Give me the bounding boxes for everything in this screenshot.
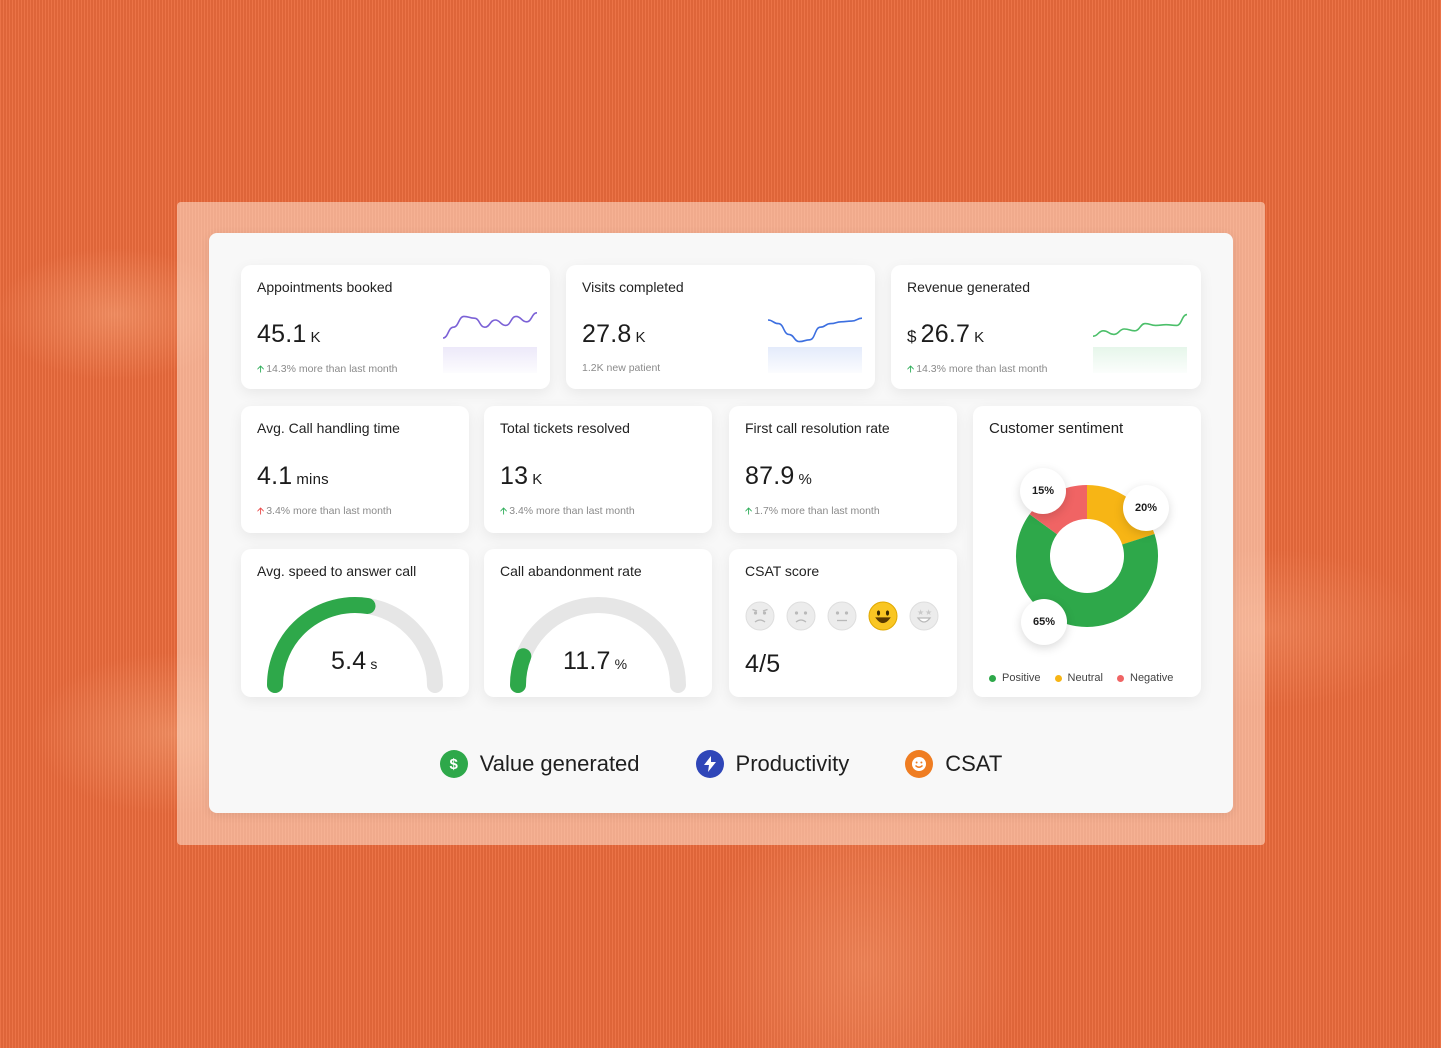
metric-delta: 🡩 3.4% more than last month: [500, 505, 635, 517]
card-title: Avg. speed to answer call: [257, 563, 417, 579]
arrow-up-icon: 🡩: [257, 364, 265, 375]
sparkline-line: [1093, 313, 1187, 337]
legend-positive: Positive: [989, 672, 1041, 684]
sparkline-chart: [768, 317, 862, 373]
card-title: Visits completed: [582, 279, 684, 295]
legend-neutral: Neutral: [1054, 672, 1103, 684]
metric-value: 45.1 K: [257, 320, 321, 348]
happy-face-icon[interactable]: [868, 601, 898, 631]
first-call-card[interactable]: First call resolution rate 87.9% 🡩 1.7% m…: [729, 406, 957, 533]
metric-delta: 🡩 14.3% more than last month: [257, 363, 398, 375]
lightning-icon: [695, 750, 724, 778]
metric-delta: 1.2K new patient: [582, 362, 661, 374]
dashboard-panel: Appointments booked 45.1 K 🡩 14.3% more th…: [209, 233, 1233, 813]
gauge-chart: [267, 597, 443, 693]
metric-value: 11.7%: [563, 647, 628, 675]
card-title: Customer sentiment: [989, 420, 1124, 437]
sparkline-area: [1093, 347, 1187, 373]
abandonment-card[interactable]: Call abandonment rate 11.7%: [484, 549, 712, 697]
sentiment-card[interactable]: Customer sentiment 15% 20% 65% Positive …: [973, 406, 1201, 697]
sad-face-icon[interactable]: [786, 601, 816, 631]
card-title: Total tickets resolved: [500, 420, 630, 436]
positive-percent-label: 65%: [1021, 599, 1067, 645]
legend-value-generated[interactable]: $ Value generated: [439, 750, 640, 778]
call-handling-card[interactable]: Avg. Call handling time 4.1 mins 🡩 3.4% mo…: [241, 406, 469, 533]
donut-slice-positive: [1016, 514, 1158, 627]
arrow-up-icon: 🡩: [907, 364, 915, 375]
sparkline-line: [443, 312, 537, 339]
svg-text:★: ★: [917, 608, 924, 617]
donut-slice-negative: [1029, 485, 1088, 535]
legend-csat[interactable]: CSAT: [905, 750, 1002, 778]
speed-answer-card[interactable]: Avg. speed to answer call 5.4 s: [241, 549, 469, 697]
card-title: Call abandonment rate: [500, 563, 642, 579]
csat-card[interactable]: CSAT score ★ ★ 4/5: [729, 549, 957, 697]
arrow-up-icon: 🡩: [745, 506, 753, 517]
revenue-card[interactable]: Revenue generated $26.7 K 🡩 14.3% more tha…: [891, 265, 1201, 389]
sparkline-line: [768, 317, 862, 343]
sparkline-area: [443, 347, 537, 373]
card-title: CSAT score: [745, 563, 820, 579]
metric-value: 5.4 s: [331, 647, 378, 675]
legend-negative: Negative: [1117, 672, 1173, 684]
metric-value: 4.1 mins: [257, 462, 329, 490]
neutral-face-icon[interactable]: [827, 601, 857, 631]
sentiment-legend: Positive Neutral Negative: [989, 672, 1173, 684]
dollar-icon: $: [439, 750, 468, 778]
negative-percent-label: 15%: [1020, 468, 1066, 514]
metric-value: 27.8 K: [582, 320, 646, 348]
csat-value: 4/5: [745, 650, 781, 678]
gauge-chart: [509, 597, 686, 693]
smiley-icon: [905, 750, 934, 778]
legend-productivity[interactable]: Productivity: [695, 750, 849, 778]
card-title: Appointments booked: [257, 279, 393, 295]
csat-faces: ★ ★: [745, 601, 939, 631]
metric-delta: 🡩 14.3% more than last month: [907, 363, 1048, 375]
sparkline-area: [768, 347, 862, 373]
arrow-up-icon: 🡩: [500, 506, 508, 517]
sentiment-donut-chart: [1016, 485, 1158, 627]
category-legend: $ Value generated Productivity CSAT: [209, 750, 1233, 778]
metric-delta: 🡩 1.7% more than last month: [745, 505, 880, 517]
card-title: Revenue generated: [907, 279, 1030, 295]
sparkline-chart: [443, 312, 537, 373]
gauge-fill: [509, 648, 532, 693]
angry-face-icon[interactable]: [745, 601, 775, 631]
donut-slice-neutral: [1086, 485, 1155, 546]
visits-card[interactable]: Visits completed 27.8 K 1.2K new patient: [566, 265, 875, 389]
neutral-percent-label: 20%: [1123, 485, 1169, 531]
gauge-fill: [267, 597, 376, 693]
metric-delta: 🡩 3.4% more than last month: [257, 505, 392, 517]
metric-value: 87.9%: [745, 462, 813, 490]
sparkline-chart: [1093, 313, 1187, 373]
card-title: First call resolution rate: [745, 420, 890, 436]
svg-text:★: ★: [925, 608, 932, 617]
tickets-card[interactable]: Total tickets resolved 13 K 🡩 3.4% more th…: [484, 406, 712, 533]
metric-value: 13 K: [500, 462, 543, 490]
metric-value: $26.7 K: [907, 320, 985, 348]
appointments-card[interactable]: Appointments booked 45.1 K 🡩 14.3% more th…: [241, 265, 550, 389]
star-struck-face-icon[interactable]: ★ ★: [909, 601, 939, 631]
card-title: Avg. Call handling time: [257, 420, 400, 436]
arrow-up-red-icon: 🡩: [257, 506, 265, 517]
